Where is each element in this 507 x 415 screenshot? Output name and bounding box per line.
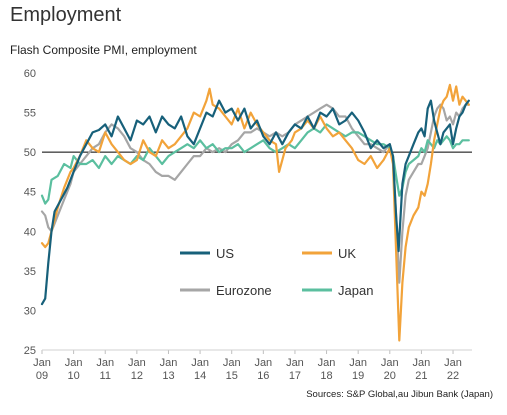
legend-label-uk: UK xyxy=(338,246,356,261)
series-line-japan xyxy=(40,123,470,205)
x-tick-label-18: Jan xyxy=(318,357,336,369)
x-tick-year-18: 18 xyxy=(320,370,332,382)
legend-label-us: US xyxy=(216,246,234,261)
x-tick-year-22: 22 xyxy=(447,370,459,382)
x-tick-label-21: Jan xyxy=(413,357,431,369)
series-lines xyxy=(40,83,470,342)
y-tick-label-50: 50 xyxy=(24,147,36,159)
x-tick-label-10: Jan xyxy=(65,357,83,369)
x-tick-year-10: 10 xyxy=(67,370,79,382)
x-tick-label-14: Jan xyxy=(191,357,209,369)
x-tick-year-15: 15 xyxy=(226,370,238,382)
series-line-us xyxy=(40,99,470,306)
x-tick-year-13: 13 xyxy=(162,370,174,382)
x-tick-year-11: 11 xyxy=(100,370,111,382)
y-tick-label-25: 25 xyxy=(24,345,36,357)
x-tick-label-20: Jan xyxy=(381,357,399,369)
x-tick-label-11: Jan xyxy=(96,357,114,369)
x-tick-label-17: Jan xyxy=(286,357,304,369)
x-tick-year-16: 16 xyxy=(257,370,269,382)
x-tick-label-22: Jan xyxy=(444,357,462,369)
x-tick-year-09: 09 xyxy=(36,370,48,382)
y-axis-label: Flash Composite PMI, employment xyxy=(10,43,197,57)
x-tick-label-09: Jan xyxy=(33,357,51,369)
gridlines xyxy=(41,349,472,354)
x-tick-label-16: Jan xyxy=(254,357,272,369)
chart-title: Employment xyxy=(10,4,122,26)
x-tick-label-12: Jan xyxy=(128,357,146,369)
tick-labels: 2530354045505560Jan09Jan10Jan11Jan12Jan1… xyxy=(24,68,462,382)
y-tick-label-35: 35 xyxy=(24,266,36,278)
series-line-uk xyxy=(40,83,470,342)
y-tick-label-60: 60 xyxy=(24,68,36,80)
source-note: Sources: S&P Global,au Jibun Bank (Japan… xyxy=(306,389,493,400)
legend-label-japan: Japan xyxy=(338,283,373,298)
x-tick-label-15: Jan xyxy=(223,357,241,369)
legend: US UK Eurozone Japan xyxy=(180,246,373,298)
x-tick-year-19: 19 xyxy=(352,370,364,382)
x-tick-year-12: 12 xyxy=(131,370,143,382)
legend-label-eurozone: Eurozone xyxy=(216,283,272,298)
y-tick-label-45: 45 xyxy=(24,187,36,199)
x-tick-label-19: Jan xyxy=(349,357,367,369)
y-tick-label-30: 30 xyxy=(24,305,36,317)
x-tick-year-21: 21 xyxy=(415,370,427,382)
y-tick-label-40: 40 xyxy=(24,226,36,238)
x-tick-year-20: 20 xyxy=(384,370,396,382)
x-tick-label-13: Jan xyxy=(160,357,178,369)
y-tick-label-55: 55 xyxy=(24,108,36,120)
x-tick-year-17: 17 xyxy=(289,370,301,382)
x-tick-year-14: 14 xyxy=(194,370,206,382)
